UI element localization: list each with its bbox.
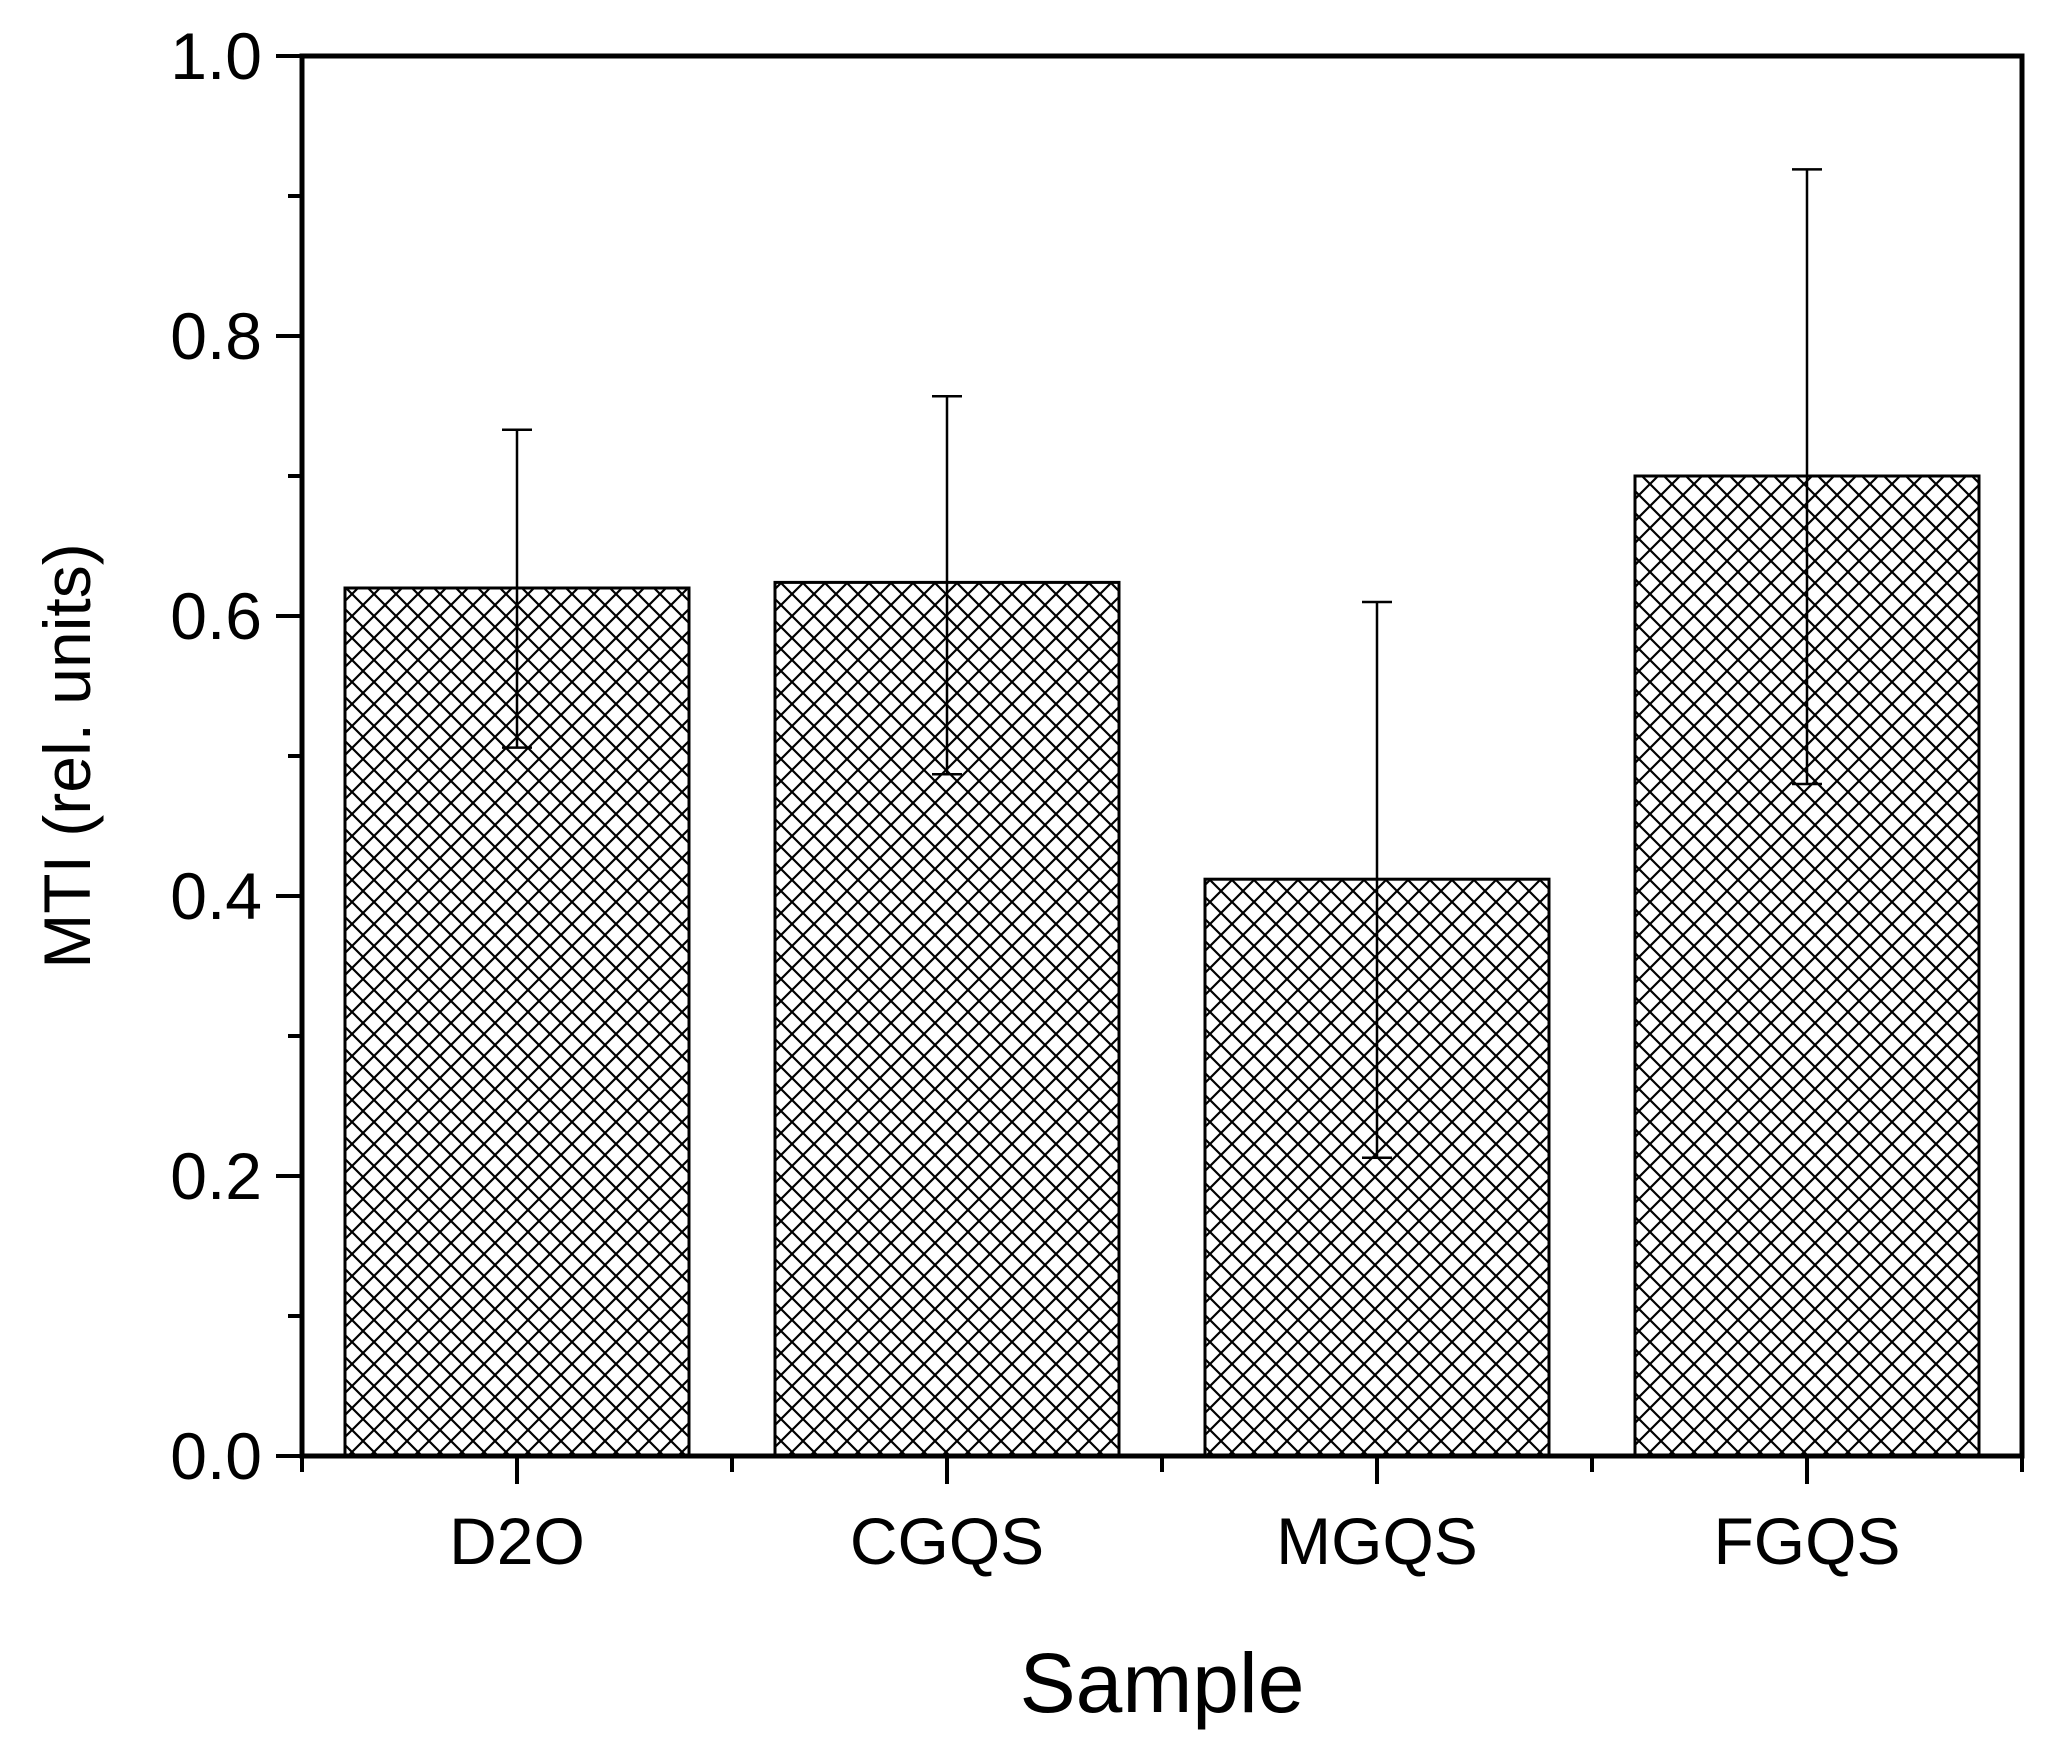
y-tick-label: 0.4	[170, 859, 262, 933]
y-tick-label: 0.6	[170, 579, 262, 653]
y-tick-label: 1.0	[170, 19, 262, 93]
y-axis-title: MTI (rel. units)	[30, 543, 104, 968]
y-tick-label: 0.8	[170, 299, 262, 373]
bars-layer	[343, 474, 1981, 1458]
x-axis-title: Sample	[1020, 1636, 1305, 1730]
x-axis: D2O CGQS MGQS FGQS	[300, 1456, 2024, 1578]
y-tick-label: 0.2	[170, 1139, 262, 1213]
y-tick-label: 0.0	[170, 1419, 262, 1493]
x-tick-label-fgqs: FGQS	[1713, 1504, 1900, 1578]
error-bars-layer	[502, 168, 1822, 1160]
x-tick-label-cgqs: CGQS	[850, 1504, 1044, 1578]
x-tick-label-mgqs: MGQS	[1276, 1504, 1478, 1578]
y-axis: 0.0 0.2 0.4 0.6 0.8 1.0	[170, 19, 302, 1493]
x-tick-label-d2o: D2O	[449, 1504, 585, 1578]
